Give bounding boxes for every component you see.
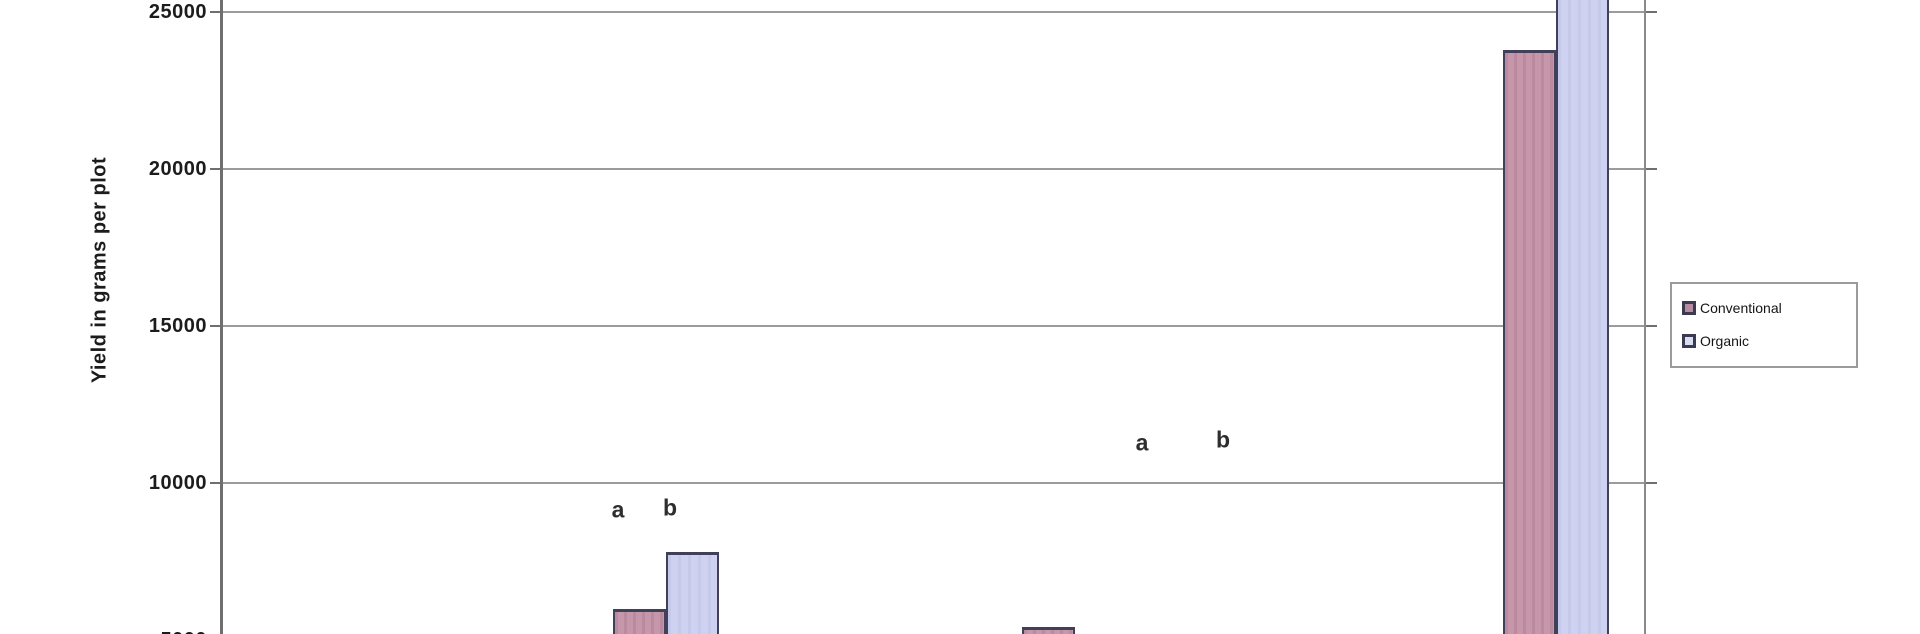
legend-swatch-organic-icon	[1682, 334, 1696, 348]
right-axis-tick-20000	[1645, 168, 1657, 170]
plot-right-border	[1644, 0, 1646, 634]
y-tick-label-25000: 25000	[148, 1, 207, 23]
y-tick-label-10000: 10000	[148, 472, 207, 494]
gridline-15000	[222, 325, 1645, 327]
bar-organic-category-1	[666, 552, 719, 634]
bar-conventional-category-1	[613, 608, 666, 634]
significance-label-3-a: a	[1135, 429, 1149, 456]
y-tick-label-5000: 5000	[60, 626, 207, 634]
legend: Conventional Organic	[1670, 282, 1858, 368]
bar-conventional-category-2	[1022, 627, 1075, 634]
gridline-10000	[222, 482, 1645, 484]
significance-label-4-b: b	[1215, 426, 1231, 453]
y-axis-line	[220, 0, 223, 634]
y-tick-label-20000: 20000	[148, 158, 207, 180]
gridline-25000	[222, 11, 1645, 13]
bar-conventional-category-3	[1503, 49, 1556, 634]
y-tick-label-15000: 15000	[148, 315, 207, 337]
right-axis-tick-15000	[1645, 325, 1657, 327]
significance-label-2-b: b	[662, 494, 678, 521]
significance-label-1-a: a	[611, 496, 625, 523]
right-axis-tick-10000	[1645, 482, 1657, 484]
gridline-20000	[222, 168, 1645, 170]
legend-label-organic: Organic	[1700, 333, 1750, 349]
legend-item-organic: Organic	[1682, 327, 1856, 355]
right-axis-tick-25000	[1645, 11, 1657, 13]
y-axis-tick-20000	[210, 168, 222, 170]
legend-item-conventional: Conventional	[1682, 294, 1856, 322]
y-axis-tick-15000	[210, 325, 222, 327]
y-axis-title: Yield in grams per plot	[88, 156, 111, 384]
bar-organic-category-3	[1556, 0, 1609, 634]
y-axis-tick-25000	[210, 11, 222, 13]
legend-swatch-conventional-icon	[1682, 301, 1696, 315]
y-axis-tick-10000	[210, 482, 222, 484]
legend-label-conventional: Conventional	[1700, 300, 1782, 316]
